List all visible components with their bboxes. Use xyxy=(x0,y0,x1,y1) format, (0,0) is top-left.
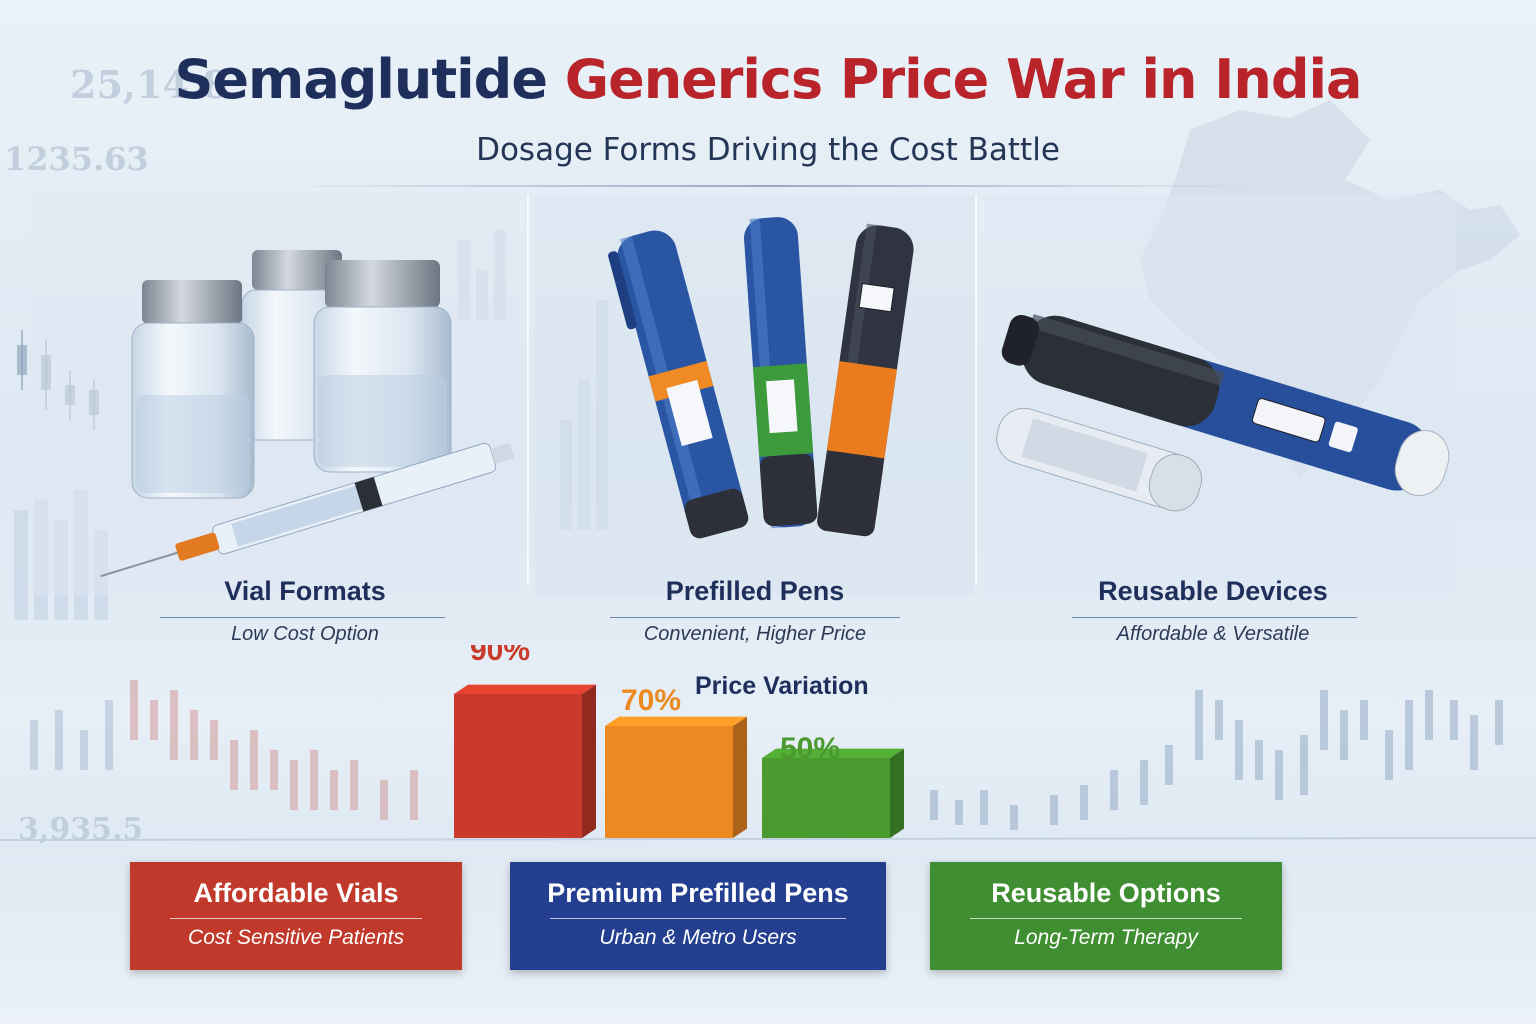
vials-and-syringe-illustration xyxy=(30,195,520,595)
page-subtitle: Dosage Forms Driving the Cost Battle xyxy=(476,132,1060,168)
tile-premium-pens-subtitle: Urban & Metro Users xyxy=(599,926,797,949)
vial-formats-subtitle: Low Cost Option xyxy=(231,623,379,645)
three-prefilled-pens-illustration xyxy=(535,195,975,595)
price-variation-title: Price Variation xyxy=(695,672,869,700)
vial-formats-title: Vial Formats xyxy=(224,576,386,606)
price-bar-label: 50% xyxy=(780,732,840,765)
price-bar xyxy=(605,716,747,838)
prefilled-pens-rule xyxy=(610,617,900,618)
title-part-semaglutide: Semaglutide xyxy=(174,48,548,111)
panel-pens-image xyxy=(535,195,975,595)
tile-premium-pens-title: Premium Prefilled Pens xyxy=(547,878,849,908)
panel-divider xyxy=(527,195,529,585)
tile-reusable-options-subtitle: Long-Term Therapy xyxy=(1014,926,1198,949)
tile-divider xyxy=(550,918,846,919)
tile-divider xyxy=(170,918,422,919)
tile-reusable-options-title: Reusable Options xyxy=(991,878,1221,908)
price-bar xyxy=(762,748,904,838)
panel-divider xyxy=(975,195,977,585)
price-bar xyxy=(454,684,596,838)
price-bar-label: 70% xyxy=(621,684,681,717)
reusable-pen-device-illustration xyxy=(985,195,1455,595)
subtitle-divider xyxy=(280,185,1256,187)
title-part-price-war: Generics Price War in India xyxy=(564,48,1363,111)
background-number: 3,935.5 xyxy=(18,812,144,847)
price-variation-chart: 90% 70% 50% xyxy=(454,645,904,838)
price-bar-label: 90% xyxy=(470,645,530,667)
prefilled-pens-title: Prefilled Pens xyxy=(665,576,845,606)
tile-reusable-options: Reusable Options Long-Term Therapy xyxy=(930,862,1282,970)
page-title: Semaglutide Generics Price War in India xyxy=(0,48,1536,111)
reusable-devices-rule xyxy=(1072,617,1357,618)
tile-divider xyxy=(970,918,1242,919)
reusable-devices-subtitle: Affordable & Versatile xyxy=(1116,623,1310,645)
prefilled-pens-subtitle: Convenient, Higher Price xyxy=(643,623,867,645)
panel-vials-image xyxy=(30,195,520,595)
reusable-devices-title: Reusable Devices xyxy=(1098,576,1328,606)
vial-formats-rule xyxy=(160,617,445,618)
tile-affordable-vials: Affordable Vials Cost Sensitive Patients xyxy=(130,862,462,970)
tile-premium-prefilled-pens: Premium Prefilled Pens Urban & Metro Use… xyxy=(510,862,886,970)
panel-reusable-image xyxy=(985,195,1455,595)
tile-affordable-vials-subtitle: Cost Sensitive Patients xyxy=(188,926,404,949)
tile-affordable-vials-title: Affordable Vials xyxy=(193,878,399,908)
background-number: 1235.63 xyxy=(4,140,149,178)
background-number: 25,14.8 xyxy=(70,62,229,107)
